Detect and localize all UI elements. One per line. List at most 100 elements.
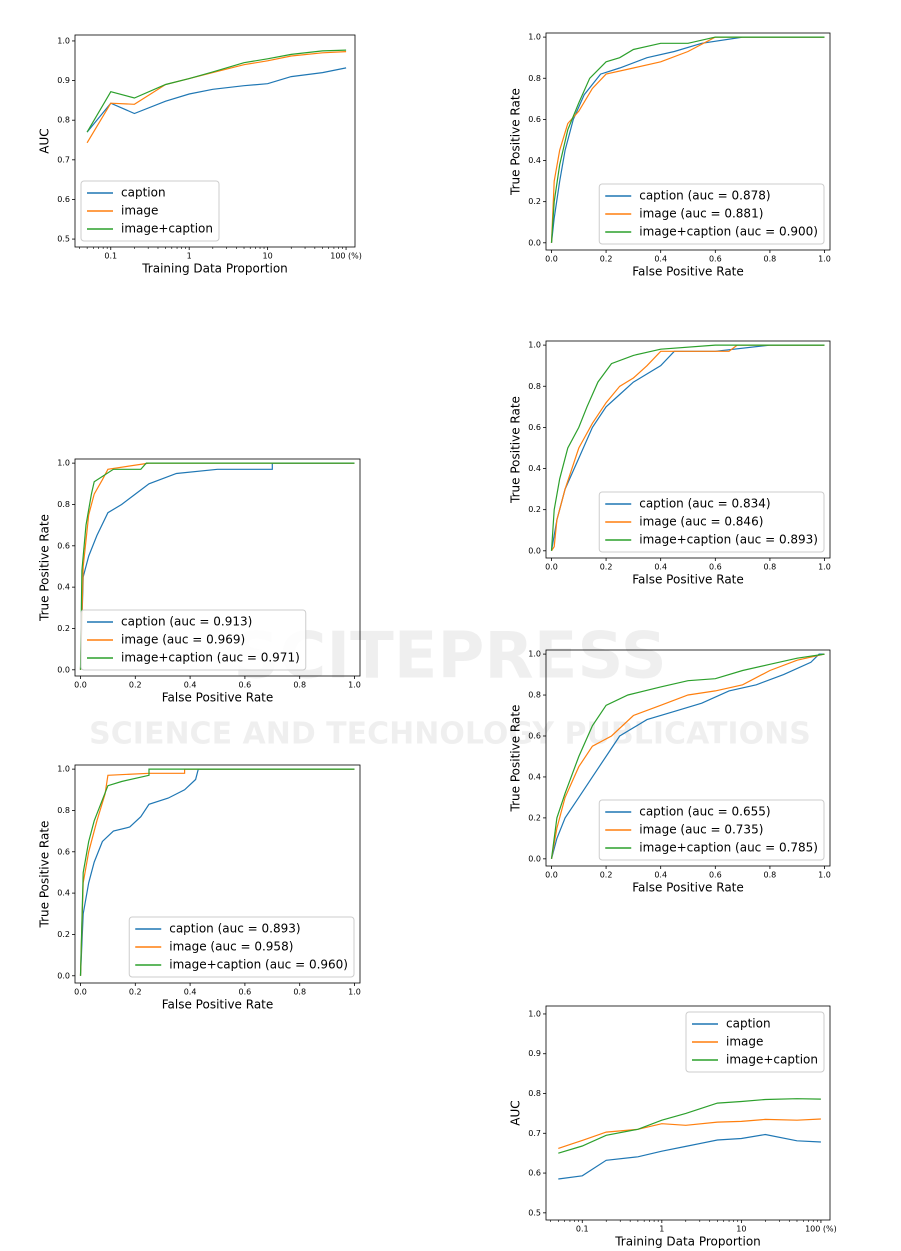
y-axis-label: True Positive Rate: [38, 821, 52, 929]
y-tick-label: 0.8: [528, 691, 541, 700]
x-axis-label: False Positive Rate: [632, 881, 744, 895]
x-tick-label: 100 (%): [805, 1225, 837, 1234]
legend-label: image (auc = 0.881): [639, 207, 763, 221]
chart: 0.0 0.2 0.4 0.6 0.8 1.0 0.0 0.2 0.4 0.6 0.8 1.0 Fals…: [509, 32, 831, 279]
x-axis-label: False Positive Rate: [162, 691, 274, 705]
legend-label: image (auc = 0.969): [121, 633, 245, 647]
y-tick-label: 0.2: [528, 197, 541, 206]
y-tick-label: 1.0: [57, 765, 70, 774]
x-tick-label: 0.6: [709, 563, 722, 572]
y-tick-label: 0.6: [528, 423, 541, 432]
legend-box: [598, 183, 825, 245]
x-tick-label: 0.4: [654, 563, 667, 572]
legend-label: caption (auc = 0.834): [639, 497, 770, 511]
y-tick-label: 0.5: [57, 235, 70, 244]
x-tick-label: 0.0: [74, 988, 87, 997]
legend-label: image+caption (auc = 0.971): [121, 651, 300, 665]
legend-box: [598, 799, 825, 861]
legend-label: caption (auc = 0.878): [639, 189, 770, 203]
x-tick-label: 0.2: [600, 871, 613, 880]
x-tick-label: 0.6: [709, 871, 722, 880]
legend-label: image: [121, 204, 158, 218]
x-tick-label: 1.0: [818, 563, 831, 572]
y-tick-label: 0.4: [57, 583, 70, 592]
legend: caption (auc = 0.913) image (auc = 0.969)…: [80, 609, 307, 671]
legend-label: caption (auc = 0.655): [639, 805, 770, 819]
series-line: [558, 1133, 821, 1180]
series-line: [86, 51, 347, 144]
series-line: [79, 768, 355, 976]
legend-label: caption: [121, 186, 166, 200]
x-axis-label: False Positive Rate: [632, 265, 744, 279]
plot-frame: [74, 34, 356, 248]
x-tick-label: 0.4: [654, 255, 667, 264]
legend: caption image image+caption: [80, 180, 220, 242]
chart: 0.0 0.2 0.4 0.6 0.8 1.0 0.0 0.2 0.4 0.6 0.8 1.0 Fals…: [509, 340, 831, 587]
series-line: [550, 344, 825, 551]
x-tick-label: 0.0: [545, 871, 558, 880]
legend: caption (auc = 0.893) image (auc = 0.958)…: [128, 916, 355, 978]
x-tick-label: 0.2: [600, 563, 613, 572]
x-axis-label: Training Data Proportion: [614, 1235, 761, 1249]
series-line: [79, 462, 355, 670]
legend-label: caption: [726, 1017, 771, 1031]
chart: 0.5 0.6 0.7 0.8 0.9 1.0 0.1 1 10 100 (%) Training …: [509, 1005, 837, 1249]
y-tick-label: 0.7: [528, 1129, 541, 1138]
y-axis-label: AUC: [38, 128, 52, 153]
y-tick-label: 0.4: [528, 464, 541, 473]
x-tick-label: 0.0: [545, 563, 558, 572]
series-line: [550, 36, 825, 243]
legend-label: image+caption (auc = 0.893): [639, 533, 818, 547]
y-tick-label: 0.6: [528, 731, 541, 740]
x-tick-label: 0.6: [239, 988, 252, 997]
y-tick-label: 0.2: [57, 624, 70, 633]
x-tick-label: 0.8: [764, 871, 777, 880]
y-tick-label: 0.2: [57, 930, 70, 939]
legend: caption image image+caption: [685, 1011, 825, 1073]
y-tick-label: 0.0: [528, 546, 541, 555]
y-tick-label: 0.6: [528, 115, 541, 124]
y-tick-label: 0.9: [528, 1049, 541, 1058]
y-axis-label: True Positive Rate: [509, 396, 523, 504]
plot-frame: [545, 1005, 831, 1221]
x-tick-label: 0.4: [654, 871, 667, 880]
series-line: [79, 768, 355, 976]
y-axis-label: True Positive Rate: [509, 705, 523, 813]
y-tick-label: 0.0: [57, 665, 70, 674]
x-tick-label: 0.2: [600, 255, 613, 264]
legend-label: caption (auc = 0.893): [169, 922, 300, 936]
legend-label: image+caption (auc = 0.960): [169, 958, 348, 972]
y-tick-label: 1.0: [528, 650, 541, 659]
legend-box: [685, 1011, 825, 1073]
y-tick-label: 0.9: [57, 76, 70, 85]
x-tick-label: 1.0: [348, 681, 361, 690]
legend-label: caption (auc = 0.913): [121, 615, 252, 629]
legend-label: image+caption: [121, 222, 213, 236]
x-tick-label: 0.4: [184, 988, 197, 997]
x-tick-label: 0.0: [545, 255, 558, 264]
series-line: [79, 768, 355, 976]
y-tick-label: 0.6: [57, 847, 70, 856]
plot-frame: [545, 649, 831, 867]
legend: caption (auc = 0.655) image (auc = 0.735)…: [598, 799, 825, 861]
x-tick-label: 1.0: [818, 255, 831, 264]
plot-frame: [545, 32, 831, 251]
chart: 0.0 0.2 0.4 0.6 0.8 1.0 0.0 0.2 0.4 0.6 0.8 1.0 Fals…: [509, 650, 831, 895]
legend: caption (auc = 0.834) image (auc = 0.846)…: [598, 491, 825, 553]
y-tick-label: 1.0: [528, 1009, 541, 1018]
y-tick-label: 0.6: [528, 1169, 541, 1178]
series-line: [558, 1118, 821, 1149]
y-tick-label: 0.0: [528, 238, 541, 247]
y-tick-label: 0.8: [528, 1089, 541, 1098]
series-line: [86, 49, 347, 133]
x-tick-label: 0.1: [104, 252, 117, 261]
y-tick-label: 0.8: [57, 116, 70, 125]
legend-label: image (auc = 0.958): [169, 940, 293, 954]
series-line: [550, 653, 825, 859]
series-line: [79, 462, 355, 670]
x-tick-label: 0.8: [764, 255, 777, 264]
y-tick-label: 0.4: [528, 156, 541, 165]
legend-label: image (auc = 0.735): [639, 823, 763, 837]
x-tick-label: 1.0: [818, 871, 831, 880]
